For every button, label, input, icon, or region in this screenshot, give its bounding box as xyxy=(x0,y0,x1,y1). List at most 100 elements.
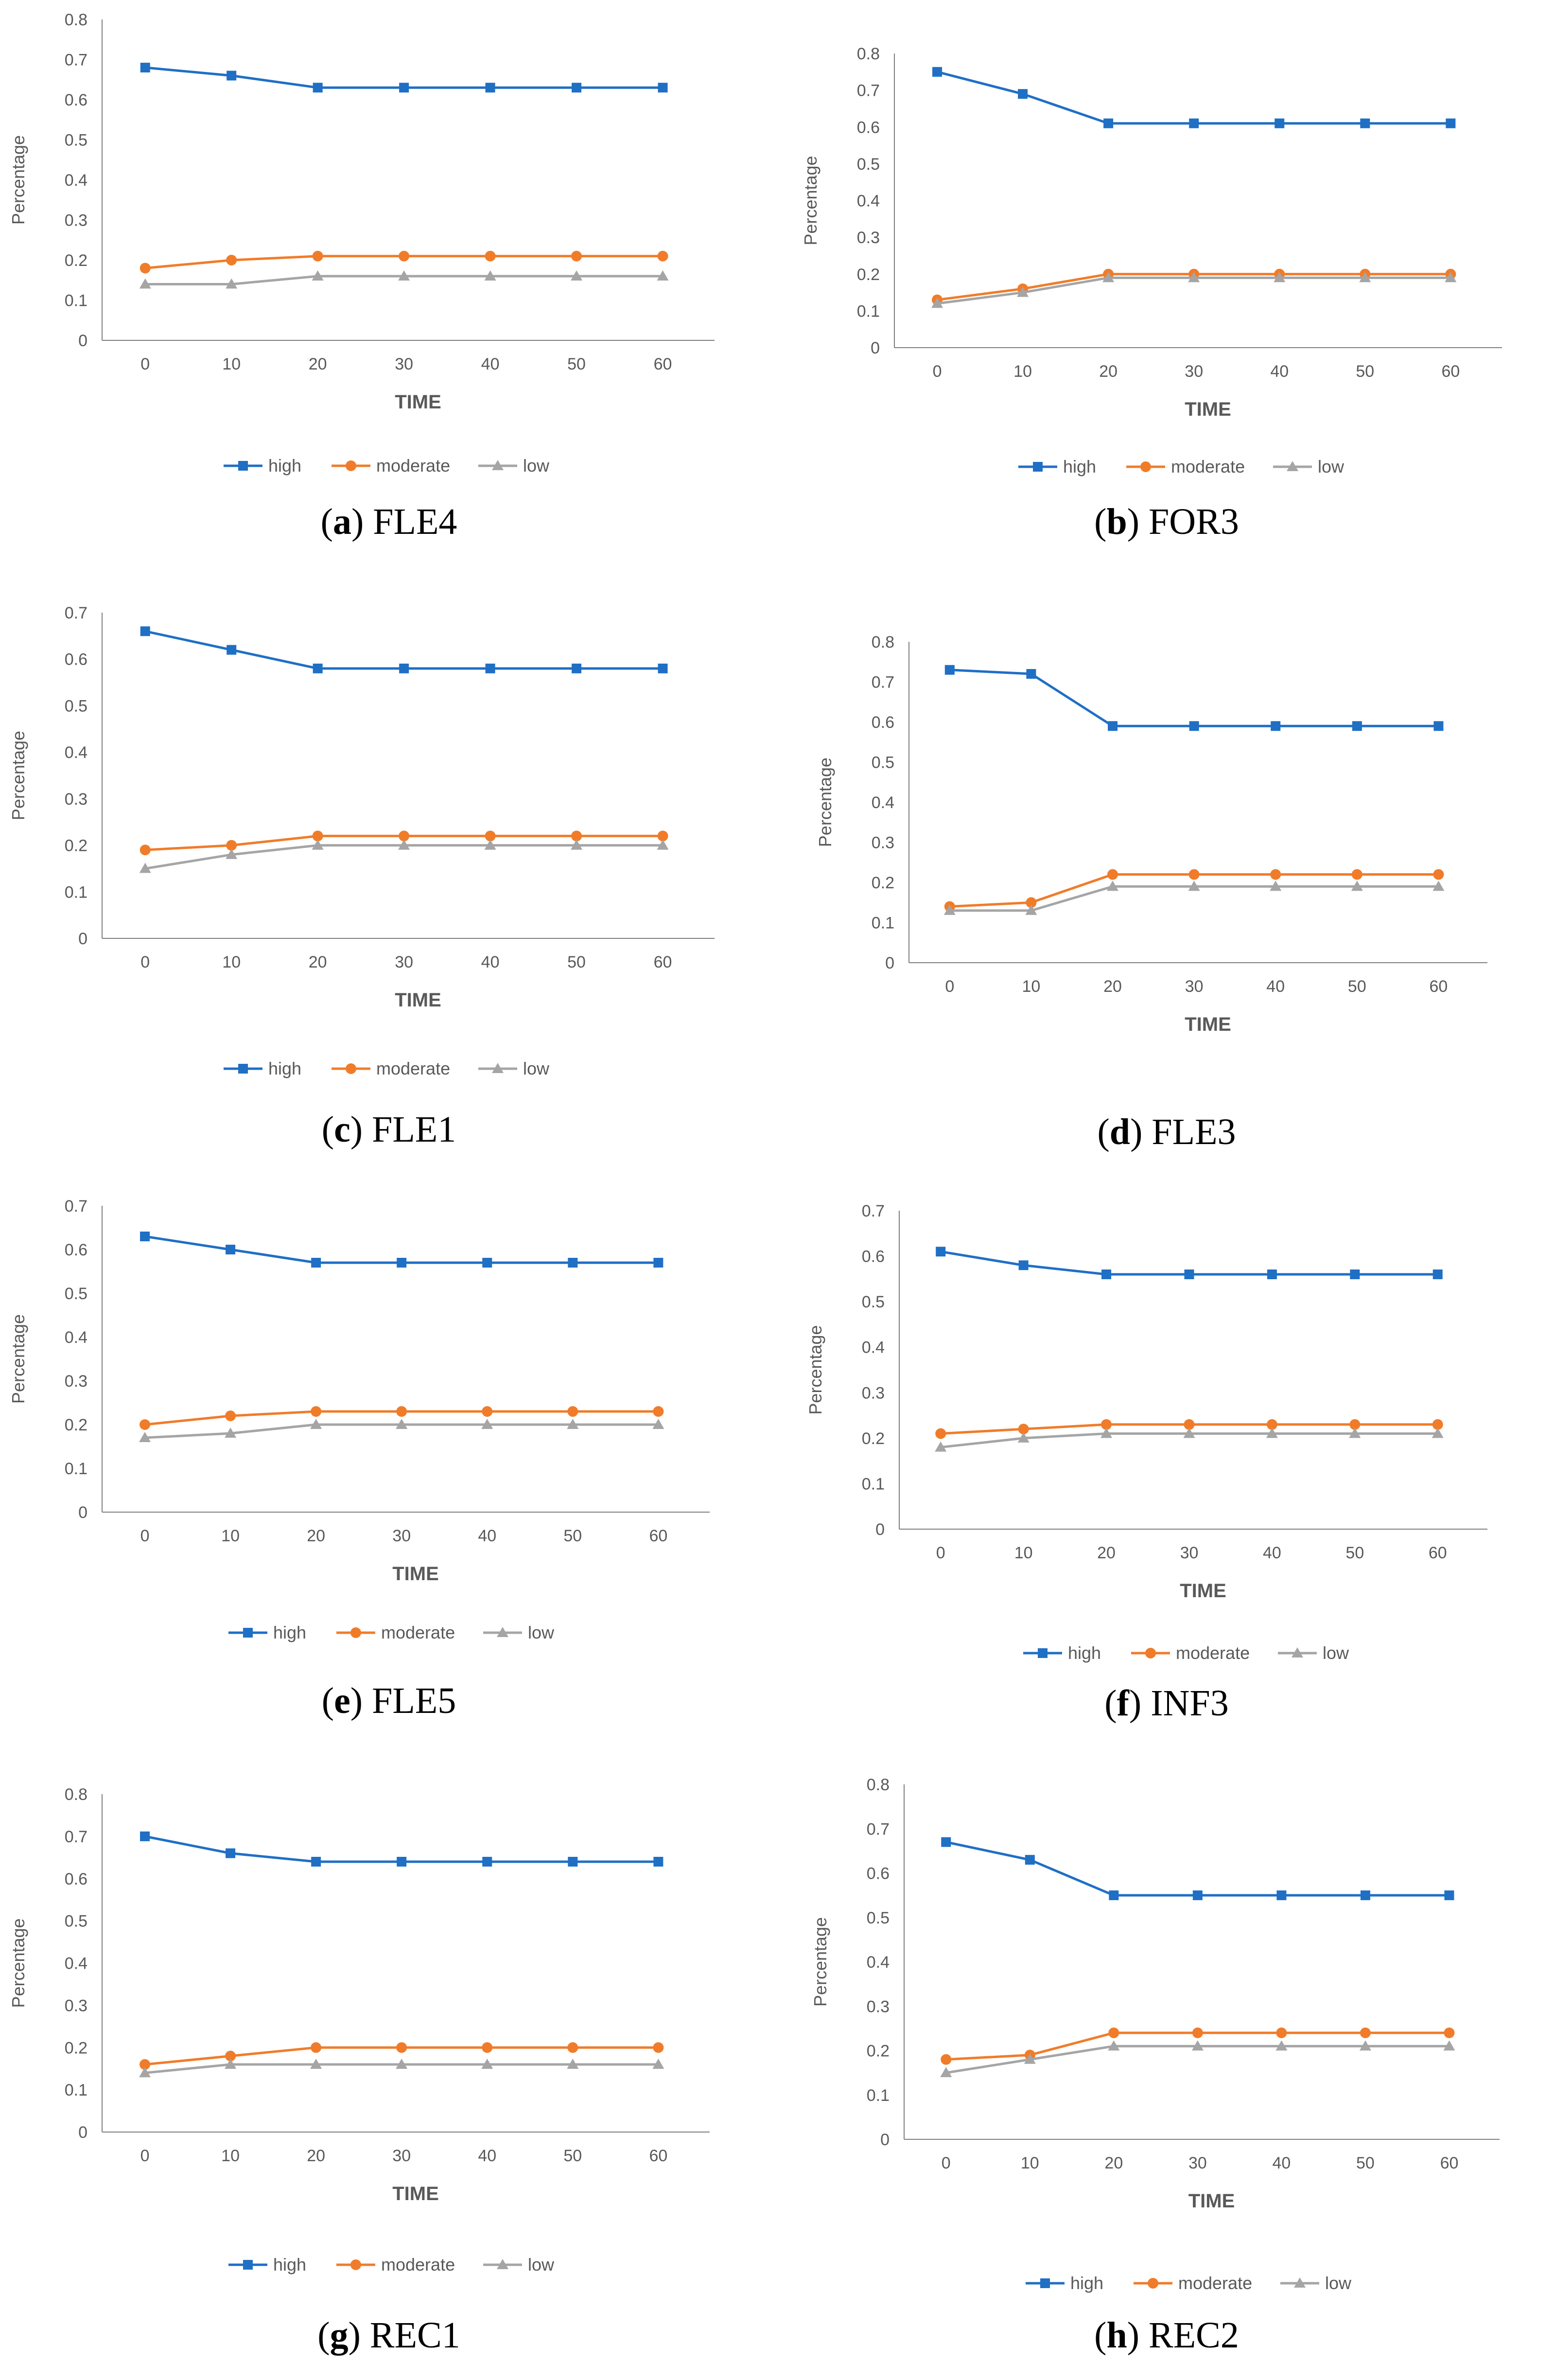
chart-panel-a: 0 0.1 0.2 0.3 0.4 0.5 0.6 0.7 0.8 0 10 20 30 40 50 60 TI… xyxy=(8,11,715,476)
x-tick-label: 60 xyxy=(1430,977,1448,996)
y-tick-label: 0.3 xyxy=(857,229,880,247)
legend-label-moderate: moderate xyxy=(376,456,450,476)
data-point-low xyxy=(139,863,151,873)
data-point-low xyxy=(312,839,324,850)
data-point-high xyxy=(1109,1890,1119,1901)
x-tick-label: 0 xyxy=(140,1527,150,1545)
y-tick-label: 0.2 xyxy=(65,1416,87,1434)
data-point-moderate xyxy=(1276,2027,1287,2038)
data-point-low xyxy=(396,1419,408,1429)
series-moderate xyxy=(935,1419,1443,1439)
caption-label: REC1 xyxy=(369,2315,460,2356)
y-tick-label: 0.6 xyxy=(867,1865,890,1883)
y-tick-label: 0.5 xyxy=(867,1909,890,1927)
series-high xyxy=(941,1837,1454,1901)
data-point-high xyxy=(658,663,668,673)
data-point-low xyxy=(1270,881,1282,891)
x-tick-label: 40 xyxy=(478,1527,496,1545)
x-tick-label: 10 xyxy=(1022,977,1040,996)
data-point-high xyxy=(1360,118,1370,128)
data-point-low xyxy=(1274,272,1286,282)
legend-marker-low xyxy=(1292,1647,1303,1657)
x-tick-label: 60 xyxy=(1441,362,1460,381)
series-high xyxy=(944,665,1444,731)
legend-label-moderate: moderate xyxy=(381,1622,455,1642)
data-point-low xyxy=(940,2067,952,2078)
legend-marker-moderate xyxy=(1140,461,1151,472)
legend-marker-low xyxy=(492,460,504,470)
data-point-moderate xyxy=(226,255,237,265)
data-point-low xyxy=(1443,2040,1455,2051)
x-tick-label: 0 xyxy=(933,362,942,381)
y-tick-label: 0.3 xyxy=(65,1372,87,1391)
y-axis-title: Percentage xyxy=(8,731,28,820)
x-tick-label: 10 xyxy=(221,1527,240,1545)
data-point-low xyxy=(139,2067,151,2078)
data-point-low xyxy=(1351,881,1363,891)
y-tick-label: 0.4 xyxy=(65,1955,87,1973)
data-point-low xyxy=(1183,1428,1195,1438)
data-point-low xyxy=(1024,2053,1036,2064)
legend-label-moderate: moderate xyxy=(376,1058,450,1078)
x-tick-label: 60 xyxy=(649,1527,667,1545)
chart-panel-h: 0 0.1 0.2 0.3 0.4 0.5 0.6 0.7 0.8 0 10 20 30 40 50 60 TI… xyxy=(810,1776,1500,2293)
series-line-high xyxy=(945,1841,1449,1897)
data-point-low xyxy=(657,270,669,281)
data-point-low xyxy=(1017,1432,1030,1443)
panel-caption-d: (d) FLE3 xyxy=(1097,1111,1236,1152)
caption-label: INF3 xyxy=(1151,1683,1229,1724)
caption-label: FLE3 xyxy=(1152,1111,1236,1152)
data-point-moderate xyxy=(1444,2027,1455,2038)
data-point-low xyxy=(571,270,583,281)
data-point-high xyxy=(1103,118,1114,128)
y-tick-label: 0.4 xyxy=(867,1953,890,1972)
x-axis-title: TIME xyxy=(392,2183,439,2204)
x-tick-label: 40 xyxy=(1270,362,1289,381)
x-tick-label: 60 xyxy=(654,953,672,971)
caption-label: REC2 xyxy=(1149,2315,1239,2356)
series-high xyxy=(140,1232,664,1268)
data-point-low xyxy=(1188,272,1200,282)
legend-label-high: high xyxy=(1063,457,1096,476)
chart-panel-g: 0 0.1 0.2 0.3 0.4 0.5 0.6 0.7 0.8 0 10 20 30 40 50 60 TI… xyxy=(8,1785,710,2274)
x-tick-label: 0 xyxy=(140,355,150,373)
data-point-moderate xyxy=(140,263,151,274)
legend-marker-moderate xyxy=(350,1627,361,1638)
caption-label: FLE4 xyxy=(373,501,457,542)
x-tick-label: 40 xyxy=(1263,1544,1281,1562)
x-tick-label: 20 xyxy=(1099,362,1117,381)
chart-panel-e: 0 0.1 0.2 0.3 0.4 0.5 0.6 0.7 0 10 20 30 40 50 60 TIME P… xyxy=(8,1197,710,1642)
data-point-high xyxy=(227,645,237,655)
data-point-low xyxy=(225,2059,237,2069)
x-tick-label: 40 xyxy=(481,953,500,971)
caption-label: FLE1 xyxy=(372,1109,456,1150)
y-tick-label: 0.6 xyxy=(65,91,87,109)
y-tick-label: 0.6 xyxy=(857,118,880,137)
panel-caption-h: (h) REC2 xyxy=(1094,2315,1239,2356)
x-axis-title: TIME xyxy=(395,391,441,413)
caption-letter: b xyxy=(1106,501,1127,542)
y-tick-label: 0 xyxy=(880,2131,890,2149)
data-point-low xyxy=(310,1419,322,1429)
data-point-high xyxy=(653,1857,664,1867)
y-tick-label: 0.2 xyxy=(872,874,894,892)
x-tick-label: 0 xyxy=(942,2154,951,2172)
data-point-moderate xyxy=(485,830,496,842)
data-point-high xyxy=(1025,1855,1035,1865)
y-tick-label: 0.2 xyxy=(857,265,880,284)
x-tick-label: 50 xyxy=(567,953,586,971)
y-tick-label: 0.3 xyxy=(65,790,87,809)
panel-caption-a: (a) FLE4 xyxy=(320,501,457,542)
data-point-high xyxy=(226,1848,236,1858)
legend-label-high: high xyxy=(1068,1643,1101,1663)
legend-marker-high xyxy=(238,1064,248,1074)
x-tick-label: 10 xyxy=(1021,2154,1039,2172)
y-tick-label: 0.5 xyxy=(857,155,880,174)
series-high xyxy=(140,63,668,93)
data-point-low xyxy=(931,298,943,308)
y-tick-label: 0 xyxy=(885,954,894,972)
data-point-moderate xyxy=(226,840,237,851)
x-axis-title: TIME xyxy=(1180,1580,1226,1602)
legend: high moderate low xyxy=(1018,457,1344,476)
data-point-high xyxy=(482,1857,492,1867)
